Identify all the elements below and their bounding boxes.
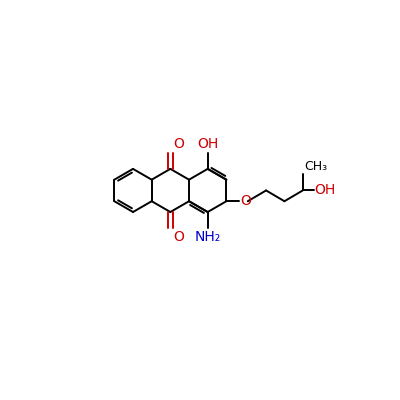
Text: O: O bbox=[240, 194, 251, 208]
Text: NH₂: NH₂ bbox=[194, 230, 221, 244]
Text: CH₃: CH₃ bbox=[304, 160, 328, 173]
Text: OH: OH bbox=[197, 137, 218, 151]
Text: OH: OH bbox=[314, 184, 336, 198]
Text: O: O bbox=[174, 230, 184, 244]
Text: O: O bbox=[174, 137, 184, 151]
